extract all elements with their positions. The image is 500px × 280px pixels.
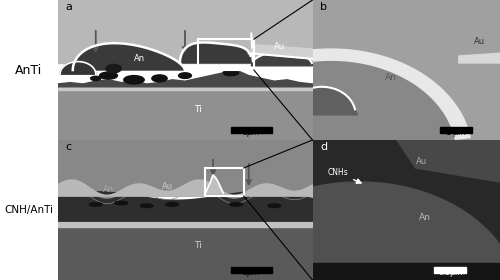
Polygon shape	[60, 62, 96, 74]
Text: Au: Au	[162, 182, 172, 191]
Polygon shape	[231, 127, 272, 133]
Polygon shape	[242, 49, 470, 139]
Text: CNH/AnTi: CNH/AnTi	[4, 205, 53, 215]
Text: An: An	[386, 73, 397, 81]
Ellipse shape	[268, 204, 280, 207]
Polygon shape	[232, 49, 472, 140]
Text: b: b	[320, 2, 327, 12]
Polygon shape	[312, 140, 500, 280]
Polygon shape	[249, 45, 312, 59]
Text: d: d	[320, 142, 327, 152]
Polygon shape	[459, 63, 500, 140]
Ellipse shape	[90, 203, 102, 206]
Text: Ti: Ti	[194, 241, 202, 249]
Ellipse shape	[152, 75, 167, 82]
Polygon shape	[58, 221, 312, 280]
Ellipse shape	[100, 72, 117, 79]
Text: AnTi: AnTi	[15, 64, 42, 76]
Text: a: a	[65, 2, 72, 12]
Text: 5μm: 5μm	[242, 268, 260, 277]
Polygon shape	[252, 52, 312, 66]
Polygon shape	[206, 175, 224, 193]
Polygon shape	[58, 140, 312, 193]
Polygon shape	[58, 180, 312, 196]
Text: An: An	[103, 185, 114, 193]
Polygon shape	[288, 87, 358, 115]
Polygon shape	[58, 70, 312, 87]
Polygon shape	[312, 0, 500, 140]
Text: An: An	[419, 213, 431, 221]
Polygon shape	[397, 140, 500, 182]
Bar	[198, 39, 254, 70]
Polygon shape	[58, 183, 312, 198]
Ellipse shape	[140, 204, 153, 207]
Polygon shape	[434, 267, 466, 273]
Polygon shape	[225, 182, 500, 280]
Bar	[206, 168, 244, 196]
Text: 1 μm: 1 μm	[446, 128, 466, 137]
Text: An: An	[134, 54, 144, 63]
Ellipse shape	[230, 203, 242, 206]
Ellipse shape	[124, 76, 144, 84]
Ellipse shape	[115, 201, 128, 205]
Text: 5μm: 5μm	[242, 128, 260, 137]
Ellipse shape	[223, 70, 238, 76]
Polygon shape	[58, 220, 312, 227]
Circle shape	[106, 64, 122, 73]
Text: Au: Au	[416, 157, 427, 165]
Polygon shape	[231, 267, 272, 273]
Ellipse shape	[90, 76, 101, 80]
Text: CNHs: CNHs	[328, 168, 361, 183]
Text: c: c	[65, 142, 71, 152]
Polygon shape	[312, 263, 500, 280]
Polygon shape	[459, 53, 500, 63]
Polygon shape	[58, 0, 312, 63]
Polygon shape	[180, 43, 252, 63]
Polygon shape	[58, 192, 312, 221]
Ellipse shape	[178, 73, 192, 78]
Polygon shape	[440, 127, 472, 133]
Ellipse shape	[166, 203, 178, 206]
Text: Au: Au	[474, 38, 485, 46]
Text: Au: Au	[274, 42, 285, 51]
Text: 0.5μm: 0.5μm	[438, 268, 462, 277]
Polygon shape	[58, 87, 312, 140]
Text: Ti: Ti	[194, 105, 202, 114]
Polygon shape	[58, 84, 312, 90]
Polygon shape	[73, 43, 185, 71]
